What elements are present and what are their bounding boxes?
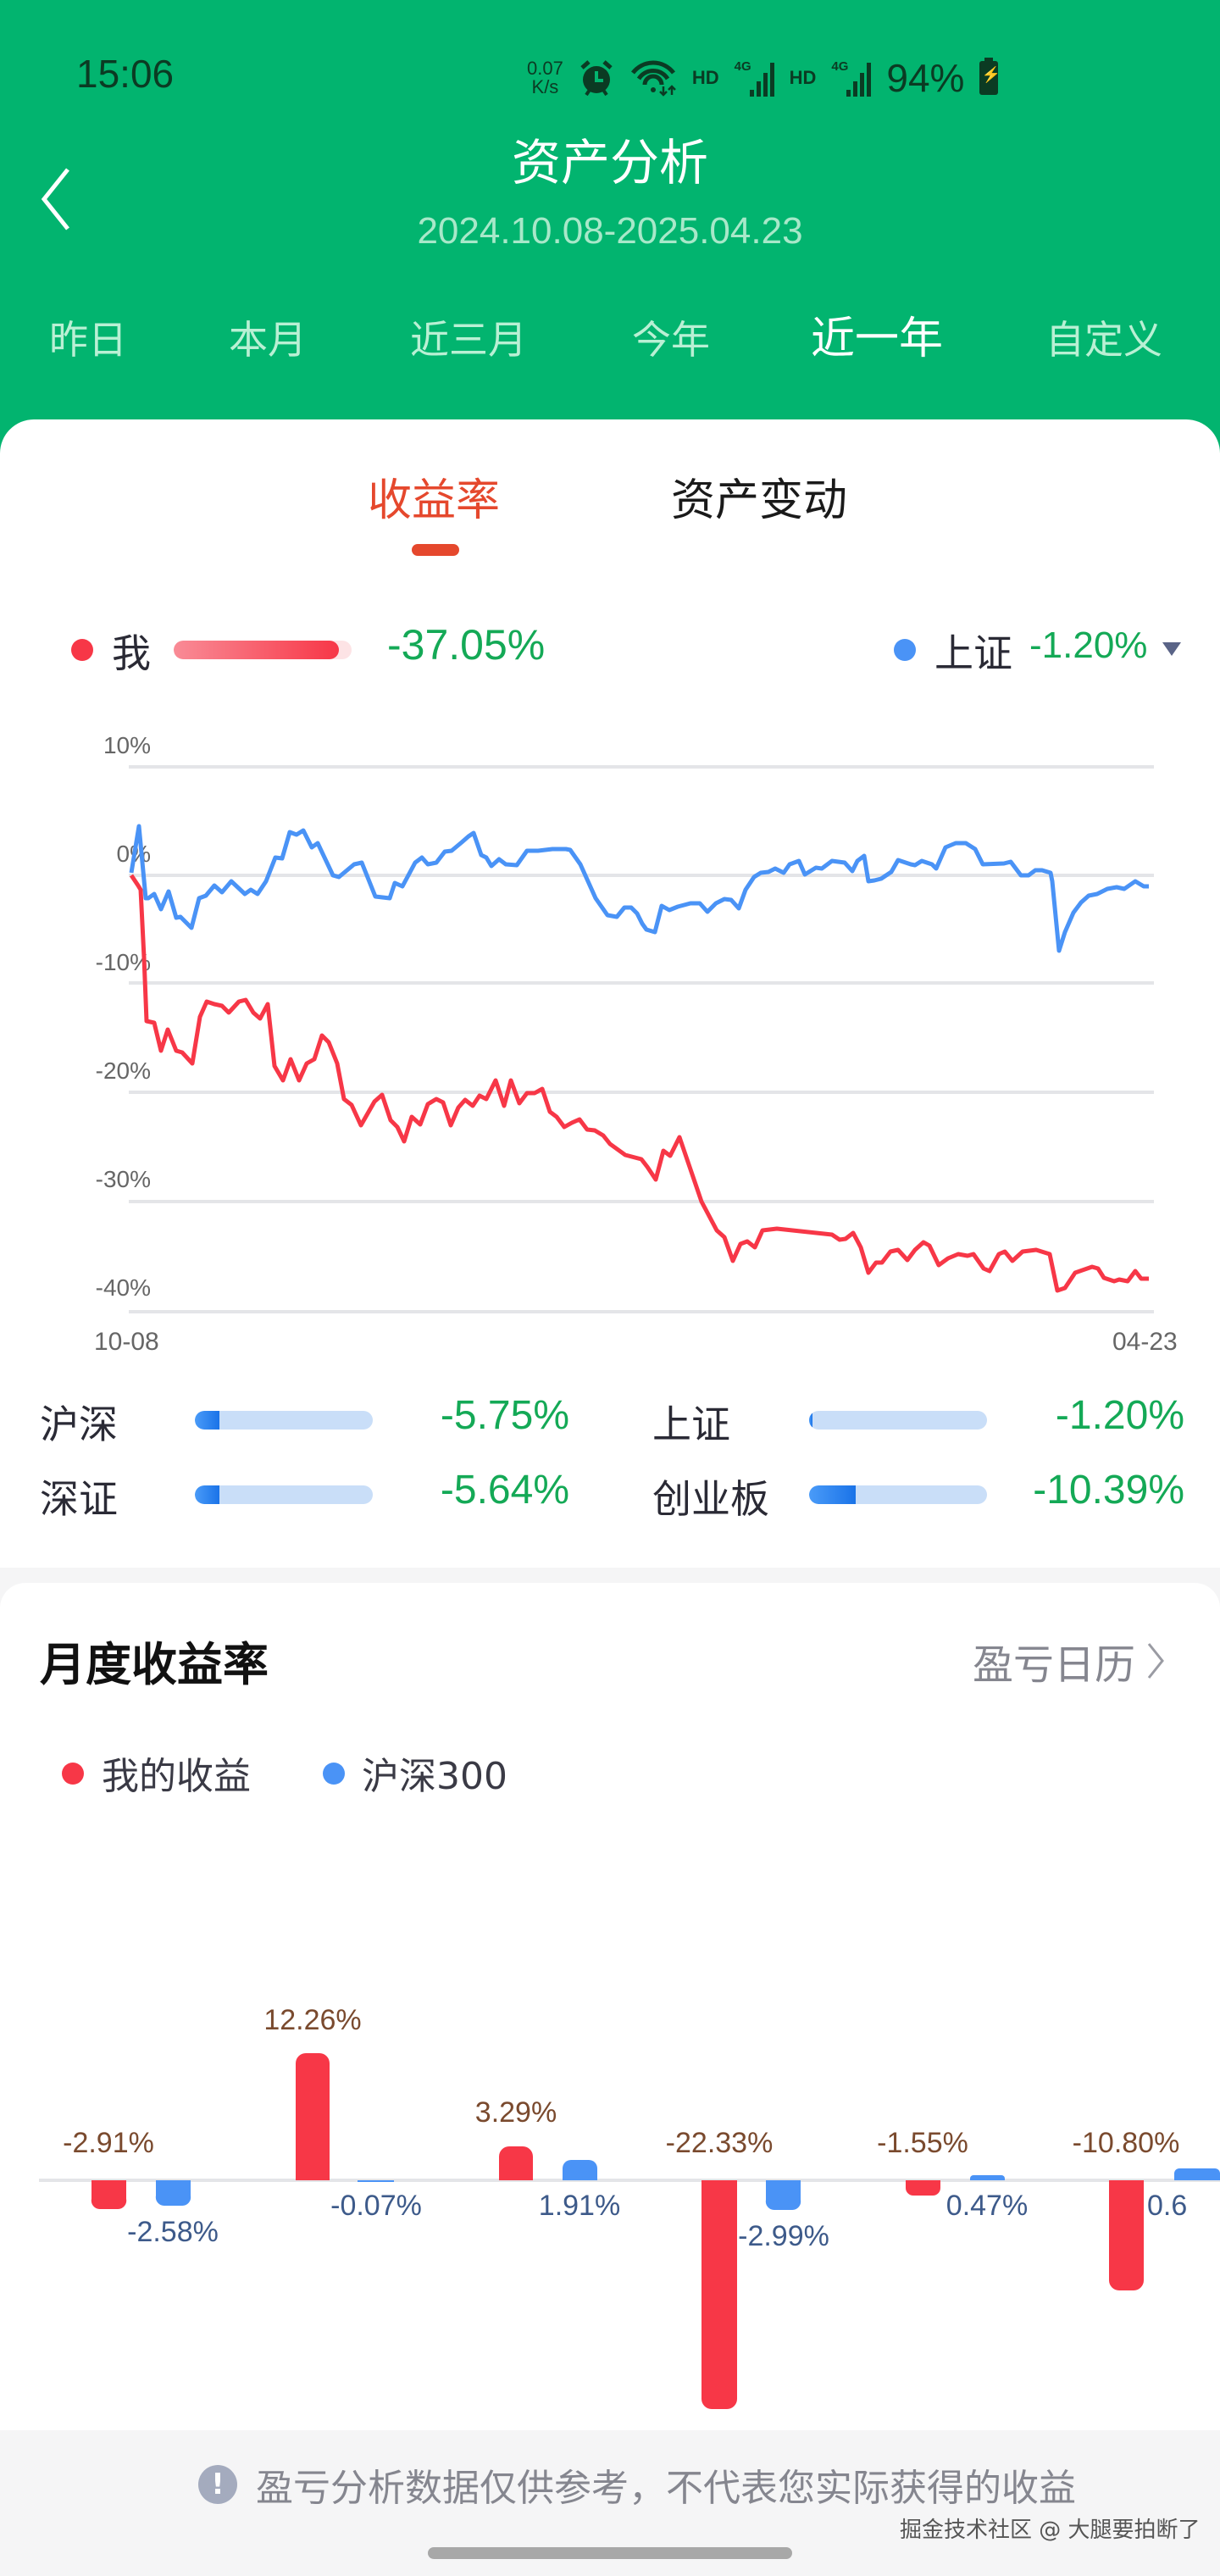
my-return-bars [91, 2053, 1144, 2409]
index-value-sh: -1.20% [1055, 1393, 1184, 1438]
net-speed: 0.07 K/s [527, 58, 563, 97]
my-return-legend: 我的收益 [102, 1755, 251, 1798]
period-tabs: 昨日 本月 近三月 今年 近一年 自定义 [0, 309, 1220, 377]
tab-custom[interactable]: 自定义 [1045, 317, 1162, 363]
tab-this-month[interactable]: 本月 [229, 317, 307, 363]
bar-label: -2.58% [127, 2216, 219, 2248]
bar-label: 0.6 [1147, 2190, 1188, 2222]
index-name-sz: 深证 [40, 1476, 118, 1522]
my-return-line [129, 874, 1149, 1293]
bar-label: 12.26% [263, 2004, 362, 2036]
return-card [0, 419, 1220, 1568]
index-line [129, 824, 1149, 953]
index-value-hs: -5.75% [440, 1393, 569, 1438]
bar-label: 3.29% [474, 2096, 557, 2129]
status-time: 15:06 [76, 52, 175, 96]
y-tick: -20% [95, 1058, 151, 1084]
index-name-hs: 沪深 [40, 1402, 118, 1447]
alarm-icon [580, 60, 613, 97]
caret-down-icon[interactable] [1162, 642, 1181, 656]
y-tick: 10% [103, 732, 151, 758]
monthly-title: 月度收益率 [40, 1638, 269, 1691]
active-tab-indicator [412, 544, 459, 556]
my-return-dot [71, 639, 93, 661]
index-bar-sh [809, 1411, 987, 1430]
my-return-legend-dot [62, 1763, 84, 1785]
bar-label: 0.47% [946, 2190, 1029, 2222]
header [0, 0, 1220, 475]
chevron-right-icon [1147, 1643, 1164, 1679]
signal-icon: 4G [831, 59, 872, 97]
tab-asset-change[interactable]: 资产变动 [671, 475, 848, 526]
y-tick: -10% [95, 949, 151, 975]
monthly-return-card [0, 1583, 1220, 2430]
disclaimer: ! 盈亏分析数据仅供参考，不代表您实际获得的收益 [198, 2457, 1076, 2512]
index-return-value: -1.20% [1029, 625, 1148, 666]
exclamation-icon: ! [198, 2465, 237, 2504]
pnl-calendar-link[interactable]: 盈亏日历 [973, 1631, 1167, 1690]
home-indicator[interactable] [428, 2547, 792, 2559]
x-tick-start: 10-08 [94, 1328, 159, 1356]
index-value-cyb: -10.39% [1033, 1468, 1184, 1513]
bar-label: -1.55% [877, 2127, 968, 2159]
hd-badge: HD [789, 67, 817, 88]
index-value-sz: -5.64% [440, 1468, 569, 1513]
bar-label: -2.91% [63, 2127, 154, 2159]
wifi-icon [630, 60, 676, 97]
bar-label: -10.80% [1072, 2127, 1180, 2159]
chevron-left-icon [41, 168, 69, 230]
battery-percent: 94% [886, 56, 965, 100]
tab-yesterday[interactable]: 昨日 [49, 317, 127, 363]
tab-one-year[interactable]: 近一年 [811, 314, 944, 364]
index-select-label[interactable]: 上证 [934, 630, 1012, 676]
back-button[interactable] [34, 161, 85, 237]
page-title: 资产分析 [511, 134, 708, 192]
tab-three-months[interactable]: 近三月 [410, 317, 527, 363]
x-tick-end: 04-23 [1112, 1328, 1178, 1356]
index-bar-sz [195, 1485, 373, 1504]
index-name-cyb: 创业板 [652, 1476, 769, 1522]
index-name-sh: 上证 [652, 1402, 730, 1447]
status-bar-icons: 0.07 K/s HD 4G HD 4G 94% [527, 53, 1001, 103]
bar-label: -2.99% [738, 2220, 829, 2252]
my-return-value: -37.05% [387, 621, 546, 669]
gridlines [129, 765, 1154, 1313]
hs300-bars [155, 2160, 1220, 2211]
bar-label: 1.91% [538, 2190, 621, 2222]
y-tick: -30% [95, 1166, 151, 1192]
return-line-chart[interactable] [0, 0, 1220, 1373]
signal-icon: 4G [735, 59, 774, 97]
hd-badge: HD [691, 67, 719, 88]
y-tick: -40% [95, 1274, 151, 1301]
tab-this-year[interactable]: 今年 [632, 317, 710, 363]
index-dot [894, 639, 916, 661]
index-bar-cyb [809, 1485, 987, 1504]
bar-label: -22.33% [665, 2127, 774, 2159]
tab-return-rate[interactable]: 收益率 [368, 475, 501, 526]
bar-label: -0.07% [330, 2190, 422, 2222]
hs300-legend-dot [323, 1763, 345, 1785]
index-bar-hs [195, 1411, 373, 1430]
my-return-bar [174, 641, 352, 659]
battery-charging-icon [979, 58, 1001, 95]
my-return-label: 我 [112, 630, 151, 676]
watermark: 掘金技术社区 @ 大腿要拍断了 [900, 2518, 1201, 2543]
monthly-bar-chart[interactable] [0, 1949, 1220, 2432]
hs300-legend: 沪深300 [362, 1755, 507, 1798]
date-range[interactable]: 2024.10.08-2025.04.23 [417, 210, 803, 252]
